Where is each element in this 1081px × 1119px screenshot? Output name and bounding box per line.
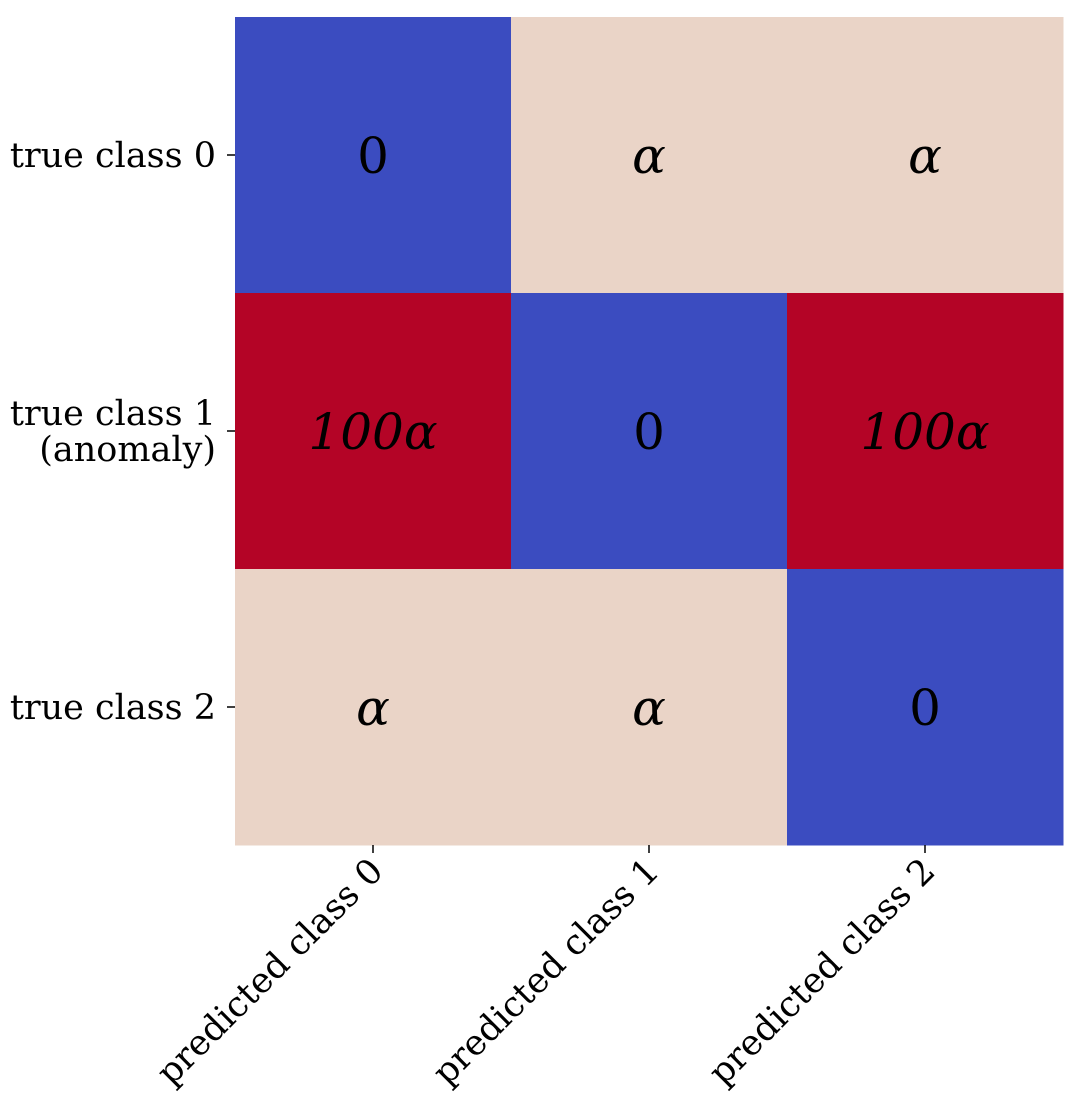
cell-label-r0-c0: 0	[357, 127, 389, 185]
cell-label-r1-c2: 100α	[860, 403, 989, 461]
heatmap-cell-r2-c0	[235, 569, 512, 846]
x-tick-label-1: predicted class 1	[425, 851, 667, 1093]
cell-label-r2-c2: 0	[909, 679, 941, 737]
cell-label-r2-c0: α	[356, 679, 390, 737]
y-tick-label-1-line-1: (anomaly)	[39, 430, 216, 470]
heatmap-cell-r0-c1	[511, 17, 788, 294]
heatmap-cell-r0-c2	[787, 17, 1064, 294]
heatmap-cell-r2-c1	[511, 569, 788, 846]
heatmap-cell-r1-c0	[235, 293, 512, 570]
cell-label-r1-c1: 0	[633, 403, 665, 461]
heatmap-cell-r1-c2	[787, 293, 1064, 570]
heatmap-cell-r2-c2	[787, 569, 1064, 846]
cell-label-r0-c2: α	[908, 127, 942, 185]
x-axis-ticks: predicted class 0 predicted class 1 predic…	[149, 845, 943, 1093]
heatmap-cell-labels: 0 α α 100α 0 100α α α 0	[308, 127, 989, 737]
heatmap-cells	[235, 17, 1064, 846]
x-tick-label-2: predicted class 2	[701, 851, 943, 1093]
x-tick-label-0: predicted class 0	[149, 851, 391, 1093]
y-axis-ticks: true class 0 true class 1(anomaly) true cl…	[10, 136, 235, 728]
cell-label-r1-c0: 100α	[308, 403, 437, 461]
y-tick-label-0: true class 0	[10, 136, 216, 176]
y-tick-label-2: true class 2	[10, 688, 216, 728]
heatmap-cell-r1-c1	[511, 293, 788, 570]
cell-label-r0-c1: α	[632, 127, 666, 185]
heatmap-cell-r0-c0	[235, 17, 512, 294]
y-tick-label-1-line-0: true class 1	[10, 394, 216, 434]
cell-label-r2-c1: α	[632, 679, 666, 737]
